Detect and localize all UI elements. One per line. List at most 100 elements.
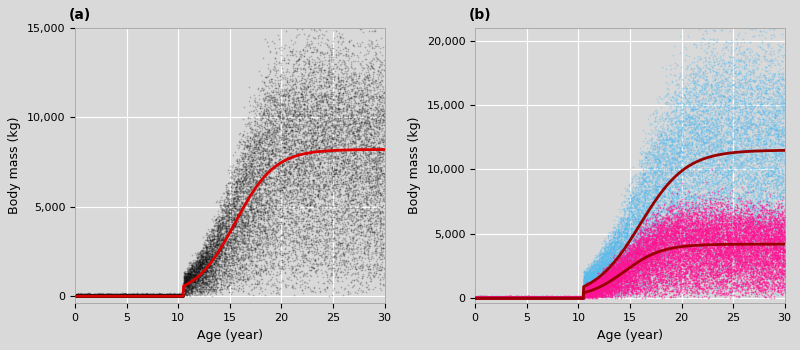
Point [150,293,163,298]
Point [706,281,719,287]
Point [341,219,354,225]
Point [605,261,618,267]
Point [660,263,673,268]
Point [508,295,521,301]
Point [570,295,583,301]
Point [254,237,267,243]
Point [698,167,711,172]
Point [594,282,606,287]
Point [511,295,524,301]
Point [684,244,697,250]
Point [520,295,533,301]
Point [595,288,608,293]
Point [601,295,614,300]
Point [727,213,740,218]
Point [509,295,522,300]
Point [372,98,385,103]
Point [538,295,550,301]
Point [85,293,98,299]
Point [762,226,774,232]
Point [243,187,256,193]
Point [147,293,160,298]
Point [492,295,505,301]
Point [514,295,526,301]
Point [745,199,758,205]
Point [678,254,691,259]
Point [618,225,630,231]
Point [264,120,277,126]
Point [754,255,766,261]
Point [681,168,694,173]
Point [708,191,721,197]
Point [698,100,711,106]
Point [570,295,582,301]
Point [100,292,113,298]
Point [530,295,542,301]
Point [758,203,770,209]
Point [506,295,519,301]
Point [96,293,109,298]
Point [524,295,537,301]
Point [595,276,608,282]
Point [278,144,291,150]
Point [537,295,550,301]
Point [82,293,95,299]
Point [769,114,782,119]
Point [631,238,644,244]
Point [634,230,647,236]
Point [581,289,594,295]
Point [286,238,298,244]
Point [769,104,782,109]
Point [121,293,134,299]
Point [520,294,533,300]
Point [716,218,729,223]
Point [599,294,612,300]
Point [618,262,631,268]
Point [659,252,672,257]
Point [498,294,511,299]
Point [230,211,243,217]
Point [494,295,506,300]
Point [729,220,742,225]
Point [158,293,170,299]
Point [720,235,733,240]
Point [83,293,96,298]
Point [513,295,526,301]
Point [726,228,738,233]
Point [586,269,599,275]
Point [632,245,645,251]
Point [330,182,342,187]
Point [672,269,685,274]
Point [625,258,638,263]
Point [106,293,118,299]
Point [646,220,659,226]
Point [364,151,377,156]
Point [763,191,776,197]
Point [541,295,554,301]
Point [689,97,702,103]
Point [506,295,518,301]
Point [230,227,243,232]
Point [744,201,757,207]
Point [676,240,689,246]
Point [768,253,781,259]
Point [735,247,748,253]
Point [690,270,702,275]
Point [130,293,142,299]
Point [757,252,770,258]
Point [123,292,136,298]
Point [294,157,307,163]
Point [698,275,710,281]
Point [730,196,743,201]
Point [163,293,176,299]
Point [498,295,510,301]
Point [642,218,654,224]
Point [669,241,682,246]
Point [670,235,682,241]
Point [478,295,490,300]
Point [511,294,524,300]
Point [730,248,742,254]
Point [121,293,134,299]
Point [273,148,286,153]
Point [672,278,685,283]
